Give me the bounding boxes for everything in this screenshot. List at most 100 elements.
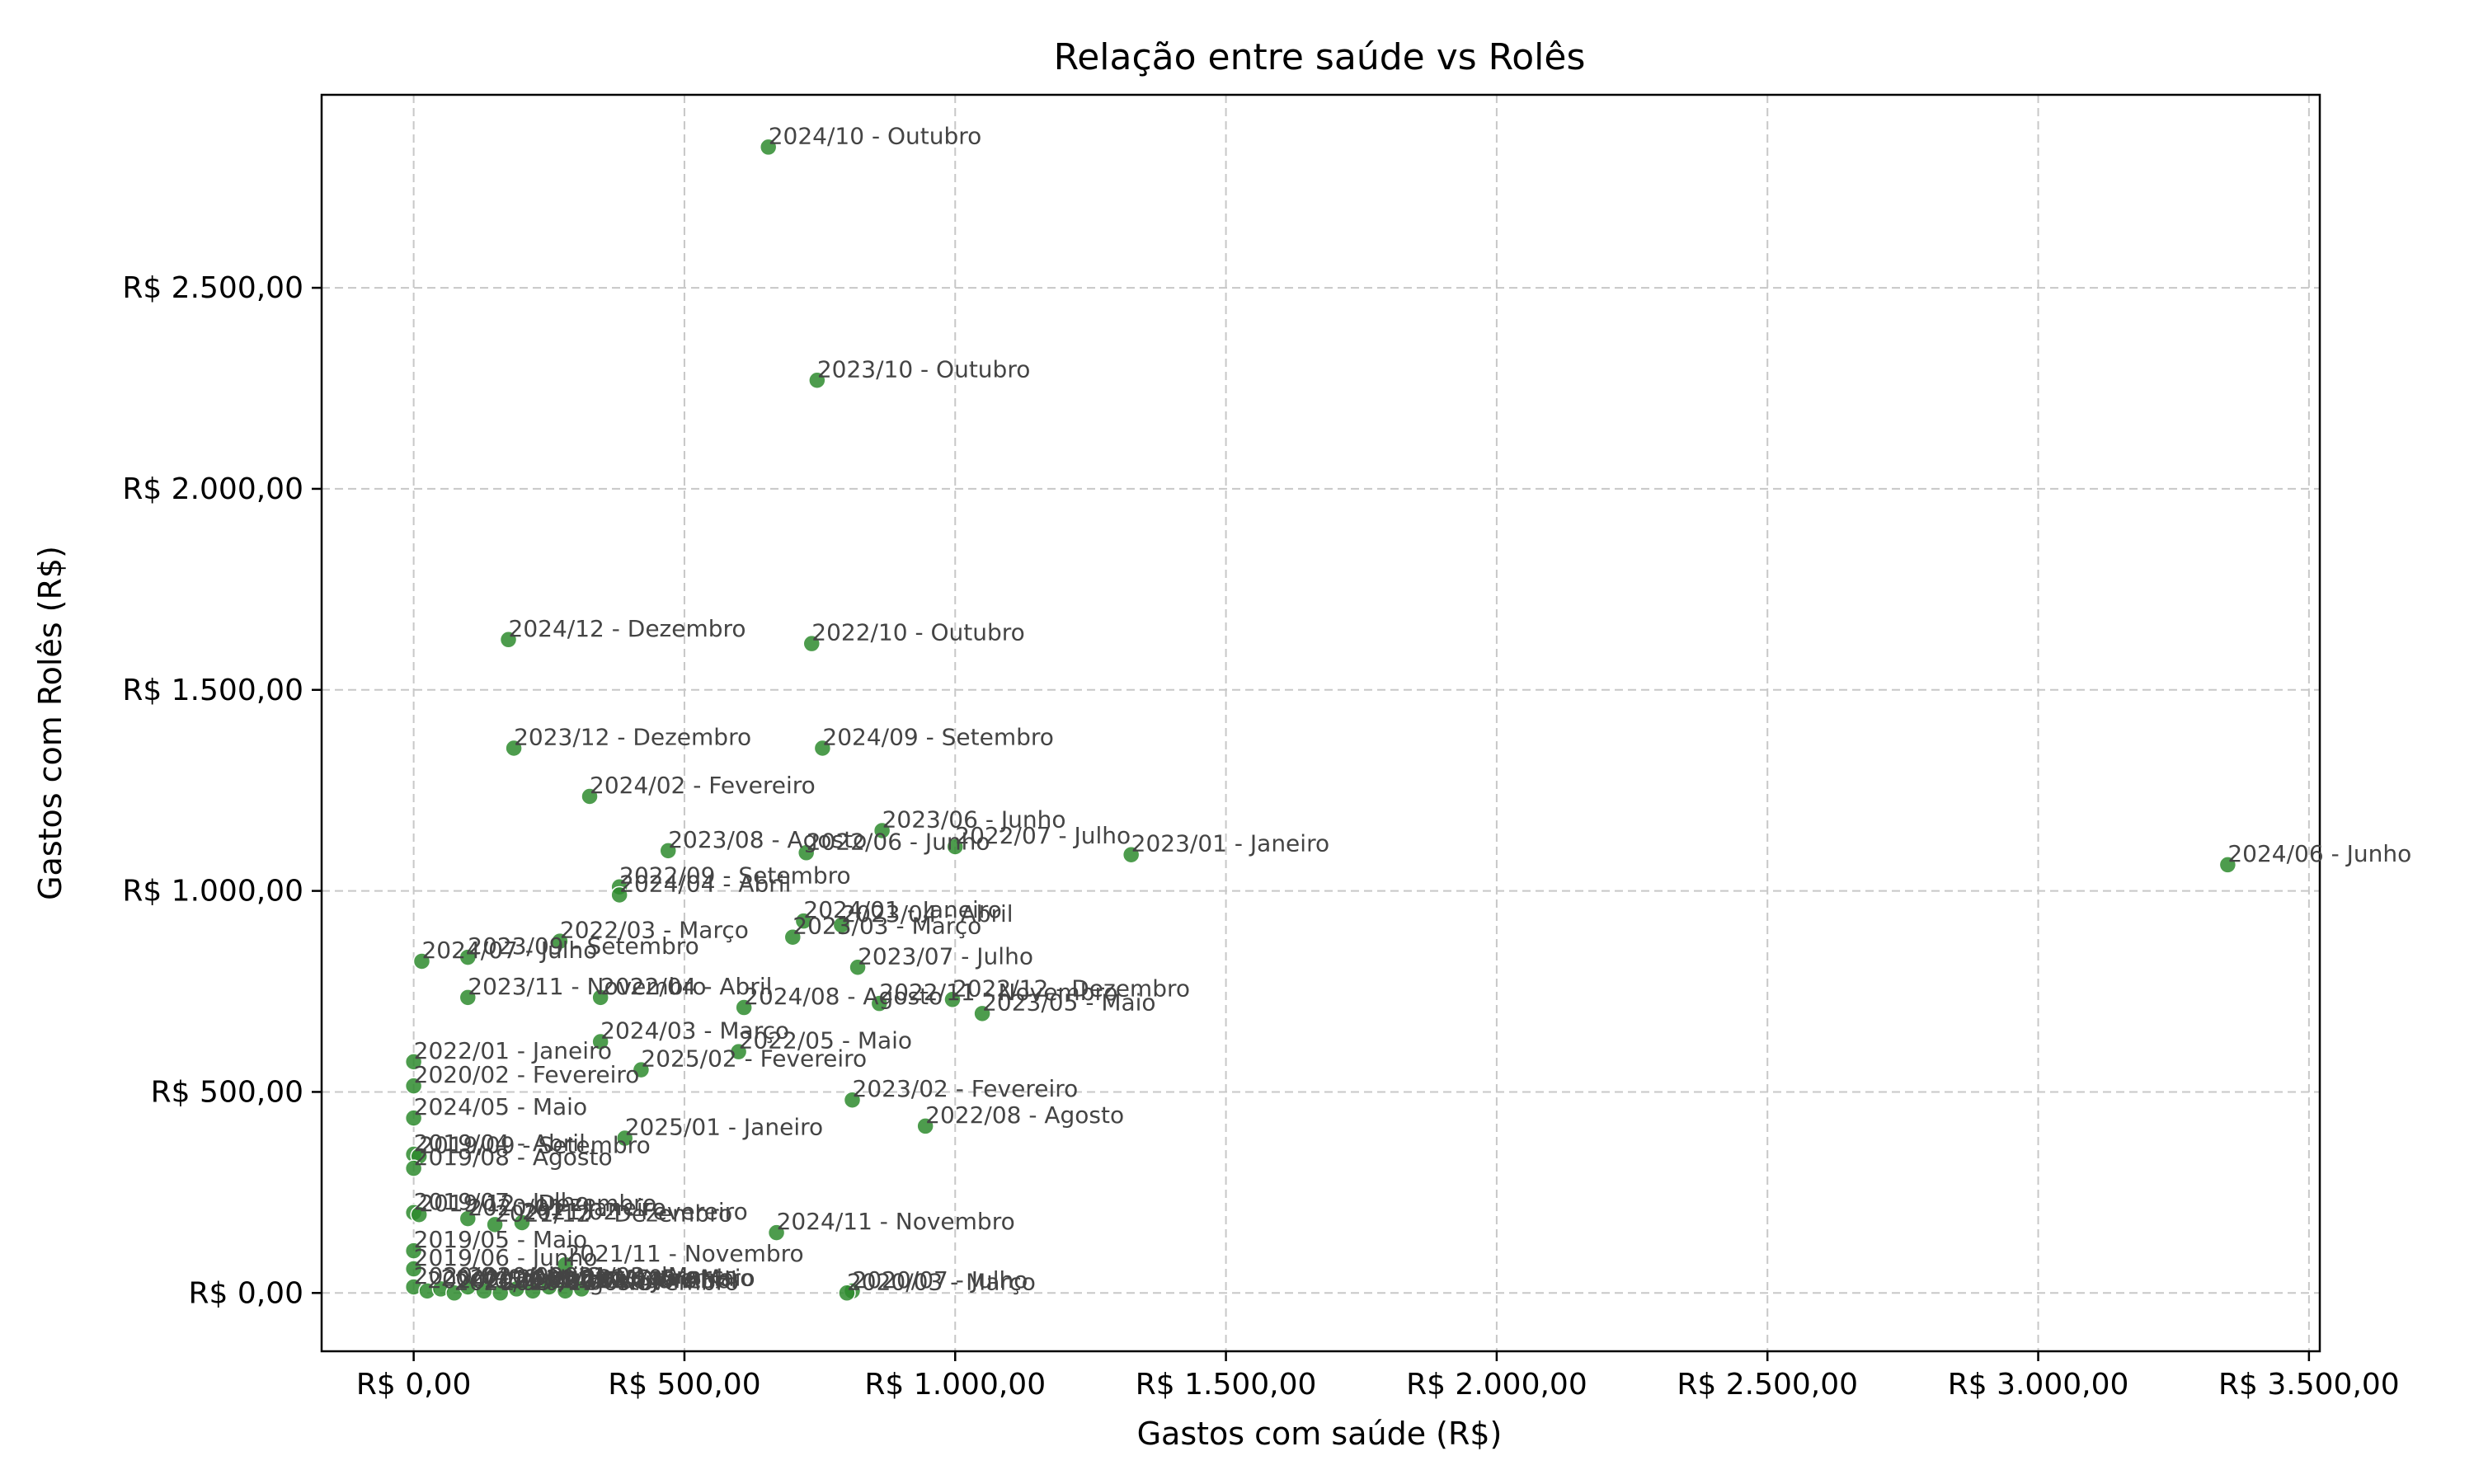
- data-point: [843, 1091, 862, 1109]
- data-point: [832, 916, 851, 934]
- point-label: 2020/10 - Outubro: [484, 1266, 698, 1294]
- point-label: 2022/03 - Março: [560, 917, 749, 944]
- point-label: 2023/03 - Março: [793, 913, 981, 940]
- data-point: [946, 838, 965, 856]
- point-label: 2024/04 - Abril: [619, 870, 791, 897]
- point-label: 2021/03 - Março: [549, 1262, 738, 1289]
- point-label: 2020/12 - Dezembro: [516, 1264, 754, 1291]
- data-point: [404, 1109, 423, 1127]
- x-axis-label: Gastos com saúde (R$): [1137, 1416, 1503, 1452]
- point-label: 2019/06 - Junho: [414, 1244, 598, 1271]
- y-tick-label: R$ 1.000,00: [122, 875, 303, 909]
- point-label: 2024/08 - Agosto: [744, 983, 943, 1010]
- data-point: [499, 631, 518, 649]
- point-label: 2021/11 - Novembro: [565, 1240, 803, 1267]
- data-point: [632, 1060, 651, 1079]
- point-label: 2021/05 - Maio: [581, 1264, 755, 1291]
- point-label: 2023/12 - Dezembro: [514, 723, 751, 750]
- x-tick-label: R$ 3.000,00: [1948, 1368, 2129, 1402]
- point-label: 2023/08 - Agosto: [668, 826, 867, 853]
- point-label: 2019/07 - Julho: [414, 1188, 590, 1215]
- point-label: 2024/02 - Fevereiro: [590, 772, 816, 799]
- data-point: [572, 1280, 590, 1298]
- data-point: [872, 821, 891, 840]
- data-point: [759, 138, 778, 157]
- point-label: 2024/11 - Novembro: [777, 1208, 1015, 1235]
- data-point: [459, 989, 477, 1007]
- point-label: 2024/07 - Julho: [421, 937, 597, 964]
- point-label: 2021/12 - Dezembro: [495, 1200, 732, 1227]
- point-label: 2020/03 - Março: [847, 1268, 1036, 1295]
- data-point: [551, 932, 569, 951]
- point-label: 2020/11 - Novembro: [501, 1268, 739, 1295]
- data-point: [735, 998, 753, 1017]
- point-label: 2019/09 - Setembro: [419, 1131, 651, 1158]
- data-point: [916, 1117, 934, 1135]
- x-tick-label: R$ 3.500,00: [2218, 1368, 2400, 1402]
- data-point: [591, 989, 609, 1007]
- y-axis-label: Gastos com Rolês (R$): [32, 546, 68, 900]
- x-tick-label: R$ 1.500,00: [1136, 1368, 1317, 1402]
- data-point: [783, 928, 802, 946]
- point-label: 2020/05 - Maio: [427, 1266, 600, 1294]
- point-label: 2020/07 - Julho: [853, 1266, 1028, 1294]
- data-point: [404, 1242, 423, 1260]
- data-point: [943, 990, 962, 1009]
- point-label: 2023/11 - Novembro: [468, 973, 706, 1000]
- x-tick-label: R$ 500,00: [608, 1368, 760, 1402]
- data-point: [513, 1214, 531, 1232]
- point-label: 2023/02 - Fevereiro: [853, 1075, 1079, 1102]
- data-point: [973, 1004, 991, 1023]
- point-label: 2020/01 - Janeiro: [468, 1194, 666, 1221]
- point-label: 2023/09 - Setembro: [468, 932, 699, 960]
- point-label: 2023/10 - Outubro: [817, 355, 1031, 383]
- data-point: [410, 1205, 428, 1223]
- point-label: 2024/06 - Junho: [2227, 840, 2411, 867]
- y-tick-label: R$ 0,00: [188, 1276, 303, 1310]
- data-point: [556, 1256, 575, 1274]
- data-point: [767, 1223, 786, 1242]
- plot-frame: [320, 93, 2321, 1353]
- data-point: [2218, 856, 2237, 874]
- point-labels: 2024/10 - Outubro 2023/10 - Outubro 2024/1…: [414, 122, 2412, 1295]
- data-point: [797, 843, 816, 862]
- data-point: [491, 1284, 510, 1303]
- data-point: [486, 1215, 504, 1234]
- x-tick-label: R$ 2.500,00: [1677, 1368, 1858, 1402]
- data-point: [591, 1032, 609, 1051]
- point-label: 2021/02 - Fevereiro: [522, 1198, 748, 1225]
- point-label: 2024/05 - Maio: [414, 1093, 587, 1120]
- point-label: 2021/04 - Abril: [565, 1266, 736, 1294]
- point-label: 2022/01 - Janeiro: [414, 1037, 612, 1064]
- y-tick-label: R$ 2.000,00: [122, 472, 303, 506]
- data-point: [802, 634, 821, 653]
- point-label: 2019/12 - Dezembro: [419, 1190, 656, 1217]
- data-point: [659, 842, 677, 860]
- y-tick-label: R$ 500,00: [151, 1075, 303, 1109]
- point-label: 2024/09 - Setembro: [822, 723, 1054, 750]
- data-point: [524, 1282, 542, 1300]
- point-label: 2023/06 - Junho: [882, 805, 1066, 833]
- data-point: [838, 1284, 856, 1303]
- point-label: 2024/03 - Março: [600, 1017, 789, 1044]
- point-label: 2020/09 - Setembro: [468, 1262, 699, 1289]
- data-points: [404, 138, 2237, 1303]
- chart-title: Relação entre saúde vs Rolês: [1054, 36, 1586, 78]
- data-point: [459, 1209, 477, 1228]
- data-point: [870, 994, 889, 1012]
- point-label: 2020/08 - Agosto: [454, 1268, 653, 1295]
- point-label: 2022/08 - Agosto: [925, 1101, 1124, 1129]
- point-label: 2023/07 - Julho: [858, 942, 1033, 970]
- data-point: [1122, 845, 1141, 864]
- y-axis-ticks: R$ 0,00 R$ 500,00 R$ 1.000,00 R$ 1.500,00 R$…: [122, 271, 322, 1310]
- data-point: [404, 1159, 423, 1177]
- data-point: [404, 1053, 423, 1071]
- data-point: [459, 948, 477, 966]
- y-tick-label: R$ 1.500,00: [122, 674, 303, 707]
- point-label: 2019/08 - Agosto: [414, 1144, 613, 1171]
- point-label: 2021/01 - Janeiro: [533, 1266, 731, 1294]
- point-label: 2022/05 - Maio: [739, 1027, 912, 1054]
- point-label: 2020/02 - Fevereiro: [414, 1061, 640, 1088]
- point-label: 2022/11 - Novembro: [879, 979, 1117, 1006]
